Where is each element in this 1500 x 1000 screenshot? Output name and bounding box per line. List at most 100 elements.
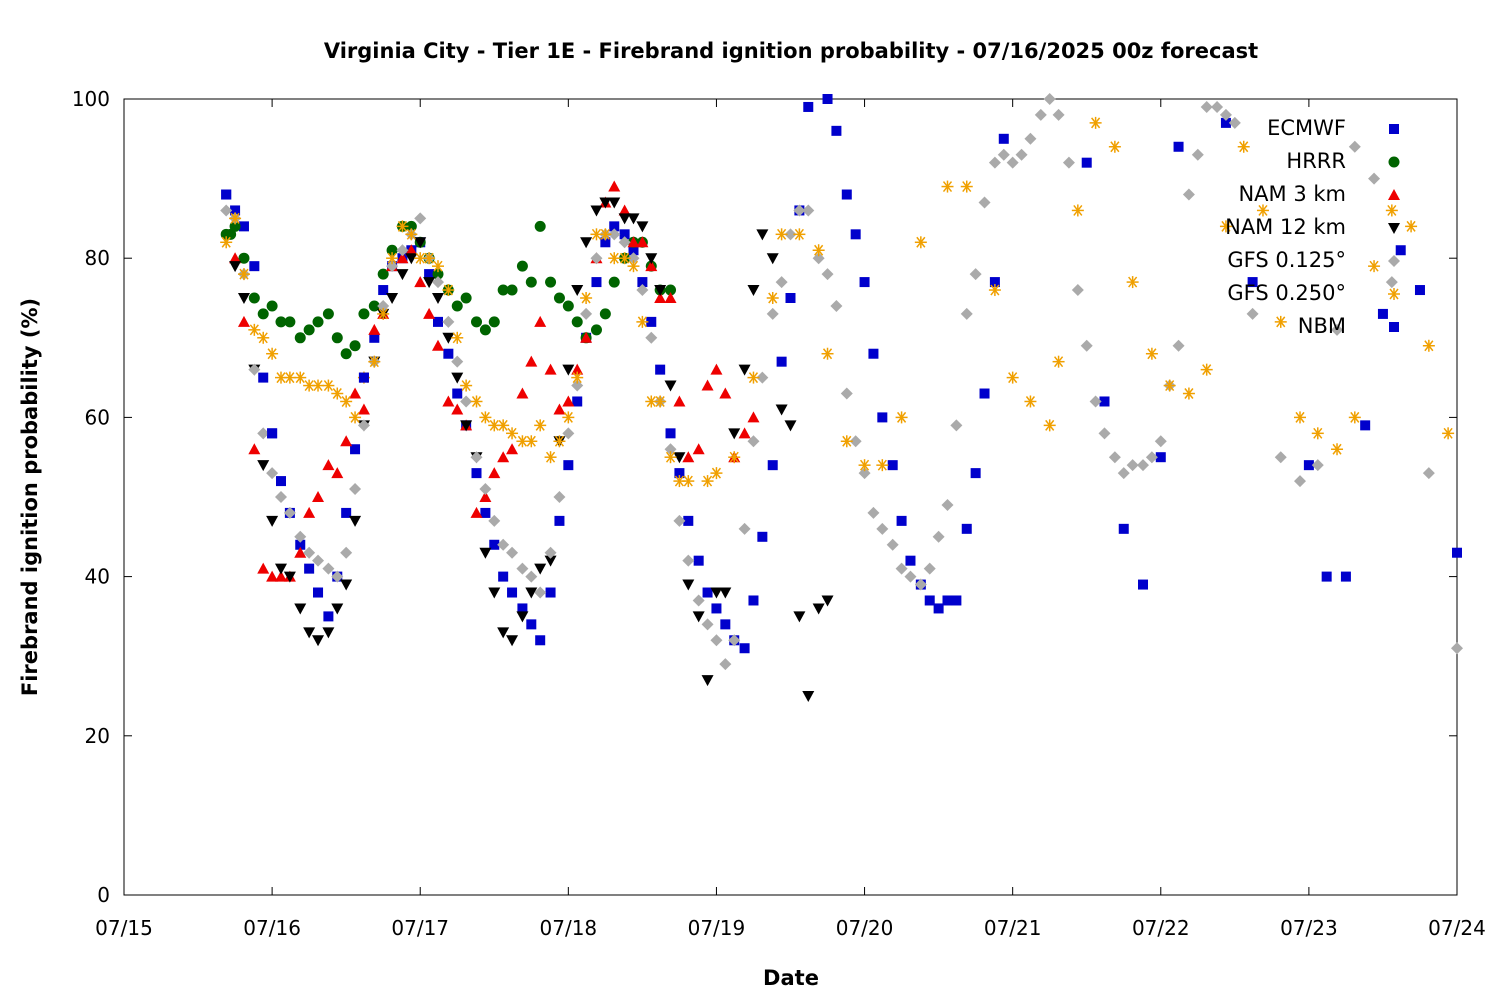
point-gfs-0-250 [303,379,316,392]
point-gfs-0-250 [988,284,1001,297]
point-nam-3-km [303,506,316,518]
point-ecmwf [739,643,750,654]
y-tick-label: 60 [85,405,110,429]
point-nam-3-km [423,307,436,319]
point-gfs-0-125 [386,260,399,273]
point-gfs-0-250 [701,475,714,488]
point-gfs-0-250 [1006,371,1019,384]
point-gfs-0-250 [553,435,566,448]
point-gfs-0-250 [349,411,362,424]
point-hrrr [497,284,509,296]
point-gfs-0-250 [580,292,593,304]
x-tick-label: 07/22 [1132,916,1190,940]
series-nam-3-km [229,180,760,582]
point-gfs-0-250 [775,228,788,241]
point-gfs-0-250 [1163,379,1176,392]
point-nam-12-km [821,595,834,607]
point-gfs-0-125 [1200,100,1213,113]
point-hrrr [322,308,334,320]
point-gfs-0-250 [562,411,575,424]
point-nam-12-km [802,691,815,702]
point-hrrr [358,308,370,320]
point-nam-12-km [599,197,612,209]
point-nam-12-km [283,571,296,583]
point-nam-3-km [534,315,547,327]
point-nam-12-km [331,603,344,615]
point-nam-3-km [331,467,344,479]
point-gfs-0-250 [423,252,436,265]
point-gfs-0-250 [599,228,612,241]
point-hrrr [460,292,472,304]
point-gfs-0-125 [950,419,963,432]
point-gfs-0-125 [701,618,714,631]
legend-marker-gfs-0-125 [1388,255,1400,267]
point-nam-12-km [673,452,686,464]
point-gfs-0-125 [1024,132,1037,145]
point-gfs-0-250 [442,284,455,297]
point-ecmwf [628,245,639,256]
point-gfs-0-125 [506,546,519,559]
point-gfs-0-250 [1145,347,1158,360]
point-nam-12-km [645,253,658,265]
point-gfs-0-125 [830,299,843,312]
point-gfs-0-125 [414,212,427,225]
point-nam-12-km [525,587,538,599]
point-gfs-0-125 [997,148,1010,161]
point-gfs-0-250 [618,252,631,265]
point-nam-3-km [553,403,566,415]
point-nam-12-km [431,293,444,304]
point-gfs-0-125 [331,570,344,583]
point-gfs-0-125 [1385,276,1398,289]
point-gfs-0-125 [1052,108,1065,121]
point-nam-3-km [682,451,695,463]
point-nam-3-km [396,252,409,264]
point-ecmwf [970,468,981,479]
point-gfs-0-250 [1219,220,1232,233]
point-gfs-0-250 [590,228,603,241]
point-ecmwf [1081,157,1092,168]
point-gfs-0-125 [1137,459,1150,472]
series-nbm [221,189,369,598]
point-gfs-0-125 [1117,467,1130,480]
point-gfs-0-250 [1052,355,1065,368]
point-gfs-0-250 [1368,260,1381,273]
point-nam-3-km [627,236,640,248]
point-hrrr [312,316,324,328]
legend-item-hrrr: HRRR [1286,149,1400,173]
point-nam-12-km [544,555,557,567]
point-nam-3-km [274,570,287,582]
legend-item-gfs-0-250: GFS 0.250° [1227,281,1400,305]
point-gfs-0-125 [1043,93,1056,105]
point-gfs-0-125 [988,156,1001,169]
point-nam-3-km [719,387,732,399]
point-gfs-0-125 [1219,108,1232,121]
point-gfs-0-125 [1348,140,1361,153]
point-nam-12-km [627,213,640,225]
point-gfs-0-250 [248,323,261,336]
point-gfs-0-125 [580,307,593,320]
point-nam-12-km [460,420,473,432]
point-nam-3-km [479,491,492,502]
point-ecmwf [831,125,842,136]
point-ecmwf [1173,141,1184,152]
point-gfs-0-125 [451,355,464,368]
point-ecmwf [877,412,888,423]
point-ecmwf [275,476,286,487]
point-ecmwf [887,460,898,471]
point-nam-3-km [257,562,270,574]
point-gfs-0-250 [627,260,640,273]
legend-label: NAM 12 km [1225,215,1346,239]
point-nam-12-km [294,603,307,615]
point-hrrr [257,308,269,320]
point-nam-12-km [340,579,353,591]
point-gfs-0-125 [858,467,871,480]
point-nam-3-km [405,244,418,256]
point-gfs-0-125 [571,379,584,392]
point-gfs-0-250 [793,228,806,241]
point-nam-3-km [506,443,519,455]
point-gfs-0-125 [1071,284,1084,297]
point-gfs-0-125 [322,562,335,575]
point-gfs-0-125 [627,252,640,265]
point-ecmwf [757,531,768,542]
